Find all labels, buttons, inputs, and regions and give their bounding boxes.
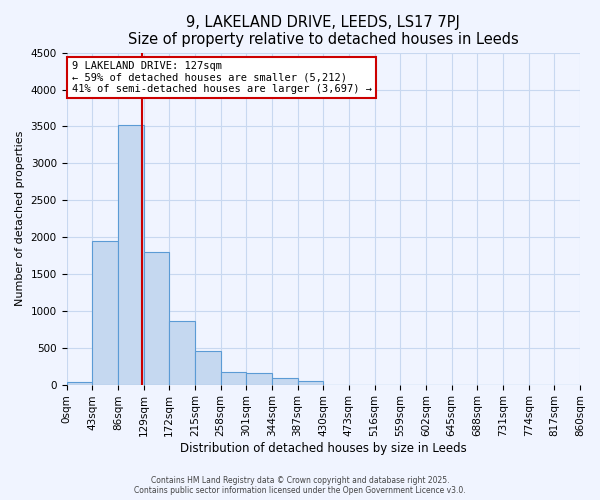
Bar [92,241,118,384]
Bar [169,321,195,384]
Bar [143,252,169,384]
Text: Contains HM Land Registry data © Crown copyright and database right 2025.
Contai: Contains HM Land Registry data © Crown c… [134,476,466,495]
Bar [246,373,272,384]
Bar [298,380,323,384]
Bar [272,378,298,384]
X-axis label: Distribution of detached houses by size in Leeds: Distribution of detached houses by size … [180,442,467,455]
Y-axis label: Number of detached properties: Number of detached properties [15,131,25,306]
Bar [118,125,143,384]
Bar [67,382,92,384]
Title: 9, LAKELAND DRIVE, LEEDS, LS17 7PJ
Size of property relative to detached houses : 9, LAKELAND DRIVE, LEEDS, LS17 7PJ Size … [128,15,518,48]
Bar [195,350,221,384]
Bar [221,372,246,384]
Text: 9 LAKELAND DRIVE: 127sqm
← 59% of detached houses are smaller (5,212)
41% of sem: 9 LAKELAND DRIVE: 127sqm ← 59% of detach… [71,61,371,94]
